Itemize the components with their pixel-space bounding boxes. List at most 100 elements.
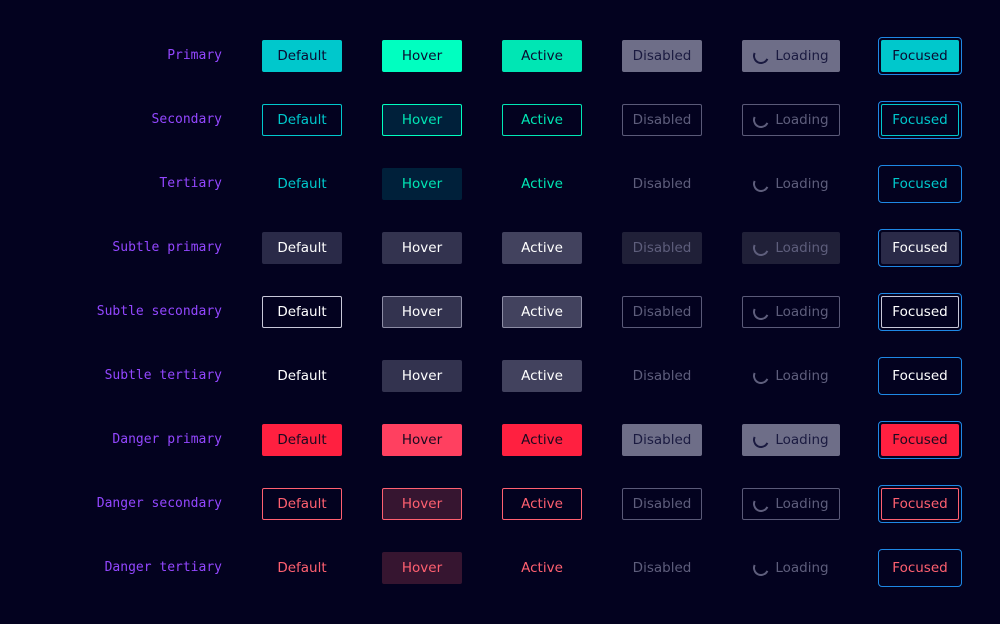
button-label: Hover: [401, 48, 443, 64]
default-button[interactable]: Default: [262, 488, 342, 520]
default-button[interactable]: Default: [262, 552, 342, 584]
focus-ring: Focused: [878, 357, 962, 395]
focused-button[interactable]: Focused: [881, 40, 959, 72]
button-label: Hover: [401, 496, 443, 512]
row-label: Danger primary: [112, 432, 222, 447]
row-label: Danger tertiary: [104, 560, 222, 575]
active-button[interactable]: Active: [502, 232, 582, 264]
focused-button[interactable]: Focused: [879, 550, 961, 586]
loading-button[interactable]: Loading: [742, 488, 840, 520]
button-label: Focused: [892, 112, 948, 128]
hover-button[interactable]: Hover: [382, 552, 462, 584]
loading-button[interactable]: Loading: [742, 40, 840, 72]
disabled-button[interactable]: Disabled: [622, 488, 702, 520]
button-label: Focused: [892, 432, 948, 448]
focused-button[interactable]: Focused: [881, 232, 959, 264]
hover-button[interactable]: Hover: [382, 168, 462, 200]
loading-button[interactable]: Loading: [742, 232, 840, 264]
hover-button[interactable]: Hover: [382, 40, 462, 72]
active-button[interactable]: Active: [502, 168, 582, 200]
spinner-icon: [751, 429, 772, 451]
disabled-button[interactable]: Disabled: [622, 360, 702, 392]
button-label: Disabled: [632, 432, 692, 448]
default-button[interactable]: Default: [262, 168, 342, 200]
active-button[interactable]: Active: [502, 296, 582, 328]
button-label: Active: [521, 240, 563, 256]
focused-button[interactable]: Focused: [881, 296, 959, 328]
button-label: Active: [521, 368, 563, 384]
button-label: Hover: [401, 304, 443, 320]
active-button[interactable]: Active: [502, 40, 582, 72]
button-label: Disabled: [632, 112, 692, 128]
focused-button[interactable]: Focused: [881, 424, 959, 456]
spinner-icon: [751, 109, 772, 131]
hover-button[interactable]: Hover: [382, 360, 462, 392]
button-label: Default: [277, 368, 327, 384]
disabled-button[interactable]: Disabled: [622, 552, 702, 584]
default-button[interactable]: Default: [262, 104, 342, 136]
button-label: Default: [277, 496, 327, 512]
button-label: Focused: [892, 560, 948, 576]
default-button[interactable]: Default: [262, 296, 342, 328]
button-row-danger-secondary: Danger secondary Default Hover Active Disabl…: [0, 485, 1000, 523]
hover-button[interactable]: Hover: [382, 488, 462, 520]
button-label: Disabled: [632, 304, 692, 320]
default-button[interactable]: Default: [262, 40, 342, 72]
button-label: Focused: [892, 176, 948, 192]
loading-button[interactable]: Loading: [742, 296, 840, 328]
button-row-tertiary: Tertiary Default Hover Active Disabled Loadin…: [0, 165, 1000, 203]
spinner-icon: [751, 493, 772, 515]
hover-button[interactable]: Hover: [382, 232, 462, 264]
default-button[interactable]: Default: [262, 232, 342, 264]
button-label: Loading: [775, 48, 829, 64]
focused-button[interactable]: Focused: [881, 488, 959, 520]
button-label: Disabled: [632, 240, 692, 256]
disabled-button[interactable]: Disabled: [622, 424, 702, 456]
spinner-icon: [751, 365, 772, 387]
active-button[interactable]: Active: [502, 360, 582, 392]
button-label: Active: [521, 560, 563, 576]
disabled-button[interactable]: Disabled: [622, 40, 702, 72]
button-label: Loading: [775, 432, 829, 448]
button-label: Hover: [401, 240, 443, 256]
disabled-button[interactable]: Disabled: [622, 232, 702, 264]
hover-button[interactable]: Hover: [382, 104, 462, 136]
active-button[interactable]: Active: [502, 552, 582, 584]
row-label: Subtle tertiary: [104, 368, 222, 383]
loading-button[interactable]: Loading: [742, 424, 840, 456]
hover-button[interactable]: Hover: [382, 296, 462, 328]
default-button[interactable]: Default: [262, 424, 342, 456]
button-label: Default: [277, 112, 327, 128]
default-button[interactable]: Default: [262, 360, 342, 392]
disabled-button[interactable]: Disabled: [622, 168, 702, 200]
hover-button[interactable]: Hover: [382, 424, 462, 456]
active-button[interactable]: Active: [502, 424, 582, 456]
button-row-danger-tertiary: Danger tertiary Default Hover Active Disable…: [0, 549, 1000, 587]
button-label: Loading: [775, 496, 829, 512]
disabled-button[interactable]: Disabled: [622, 104, 702, 136]
focused-button[interactable]: Focused: [879, 166, 961, 202]
focused-button[interactable]: Focused: [881, 104, 959, 136]
button-row-subtle-primary: Subtle primary Default Hover Active Disabled…: [0, 229, 1000, 267]
loading-button[interactable]: Loading: [742, 552, 840, 584]
focus-ring: Focused: [878, 165, 962, 203]
button-row-subtle-tertiary: Subtle tertiary Default Hover Active Disable…: [0, 357, 1000, 395]
button-row-primary: Primary Default Hover Active Disabled Loading…: [0, 37, 1000, 75]
button-label: Disabled: [632, 496, 692, 512]
loading-button[interactable]: Loading: [742, 104, 840, 136]
button-label: Active: [521, 304, 563, 320]
disabled-button[interactable]: Disabled: [622, 296, 702, 328]
active-button[interactable]: Active: [502, 488, 582, 520]
button-label: Loading: [775, 560, 829, 576]
loading-button[interactable]: Loading: [742, 168, 840, 200]
loading-button[interactable]: Loading: [742, 360, 840, 392]
active-button[interactable]: Active: [502, 104, 582, 136]
focused-button[interactable]: Focused: [879, 358, 961, 394]
spinner-icon: [751, 173, 772, 195]
button-label: Default: [277, 432, 327, 448]
button-label: Hover: [401, 176, 443, 192]
button-label: Hover: [401, 112, 443, 128]
button-label: Active: [521, 112, 563, 128]
button-label: Hover: [401, 368, 443, 384]
row-label: Subtle primary: [112, 240, 222, 255]
